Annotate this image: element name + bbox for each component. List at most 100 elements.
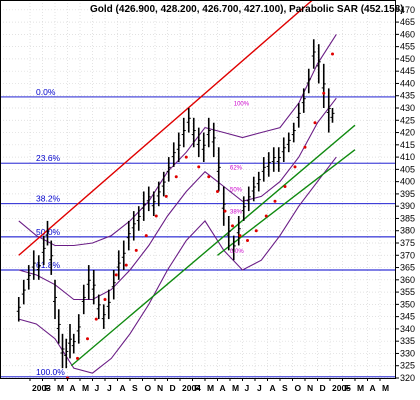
sar-dot <box>322 91 326 95</box>
sar-dot <box>264 214 268 218</box>
x-tick-label: 2003 <box>32 383 51 393</box>
y-tick-label: 355 <box>400 287 415 297</box>
projection-label: 100% <box>234 102 250 108</box>
y-tick-label: 450 <box>400 54 415 64</box>
x-tick-label: N <box>157 383 163 393</box>
lower-envelope-line <box>18 156 337 374</box>
sar-dot <box>283 185 287 189</box>
y-tick-label: 400 <box>400 177 415 187</box>
x-tick-label: F <box>195 383 200 393</box>
y-tick-label: 390 <box>400 201 415 211</box>
y-tick-label: 385 <box>400 213 415 223</box>
x-tick-label: M <box>232 383 239 393</box>
y-tick-label: 375 <box>400 238 415 248</box>
x-tick-label: J <box>257 383 262 393</box>
x-tick-label: M <box>382 383 389 393</box>
plot-frame <box>0 0 396 379</box>
resistance-channel-line <box>18 0 313 256</box>
y-tick-label: 380 <box>400 226 415 236</box>
y-tick-label: 440 <box>400 78 415 88</box>
y-tick-label: 425 <box>400 115 415 125</box>
trend-lines <box>18 0 356 367</box>
y-tick-label: 395 <box>400 189 415 199</box>
sar-dot <box>223 209 227 213</box>
upper-envelope-line <box>18 34 337 247</box>
x-tick-label: A <box>270 383 276 393</box>
middle-envelope-line <box>18 97 337 301</box>
x-tick-label: J <box>107 383 112 393</box>
y-tick-label: 410 <box>400 152 415 162</box>
sar-dot <box>86 337 89 341</box>
y-tick-label: 325 <box>400 361 415 371</box>
sar-dot <box>313 121 317 125</box>
y-tick-label: 370 <box>400 250 415 260</box>
chart-title: Gold (426.900, 428.200, 426.700, 427.100… <box>90 4 404 15</box>
fibonacci-level-label: 100.0% <box>36 367 65 377</box>
sar-dot <box>76 356 79 360</box>
y-tick-label: 335 <box>400 336 415 346</box>
y-tick-label: 455 <box>400 42 415 52</box>
sar-dot <box>124 263 128 267</box>
y-tick-label: 320 <box>400 373 415 383</box>
sar-dot <box>154 214 158 218</box>
x-tick-label: A <box>220 383 226 393</box>
y-tick-label: 365 <box>400 263 415 273</box>
x-tick-label: N <box>307 383 313 393</box>
x-tick-label: M <box>82 383 89 393</box>
x-tick-label: 2004 <box>182 383 201 393</box>
projection-label: 38% <box>230 210 243 216</box>
x-tick-label: O <box>295 383 302 393</box>
projection-labels: 100% 62% 50% 38% 0.0% <box>230 102 250 255</box>
y-tick-label: 330 <box>400 348 415 358</box>
projection-label: 62% <box>230 165 243 171</box>
sar-dot <box>231 224 234 228</box>
sar-dot <box>254 229 258 233</box>
sar-dot <box>184 155 188 159</box>
y-tick-label: 470 <box>400 5 415 15</box>
y-tick-label: 340 <box>400 324 415 334</box>
y-tick-label: 430 <box>400 103 415 113</box>
sar-dot <box>197 165 201 169</box>
x-tick-label: M <box>57 383 64 393</box>
fibonacci-level-label: 61.8% <box>36 260 61 270</box>
x-tick-label: F <box>45 383 50 393</box>
x-tick-label: J <box>95 383 100 393</box>
sar-dot <box>134 248 138 252</box>
y-tick-label: 460 <box>400 29 415 39</box>
x-tick-label: D <box>170 383 176 393</box>
x-tick-label: A <box>120 383 126 393</box>
y-tick-label: 350 <box>400 299 415 309</box>
sar-dot <box>216 189 219 193</box>
x-tick-label: D <box>320 383 326 393</box>
y-tick-label: 435 <box>400 91 415 101</box>
fibonacci-level-label: 23.6% <box>36 153 61 163</box>
sar-dot <box>164 194 168 198</box>
sar-dot <box>144 234 148 238</box>
x-tick-label: 2005 <box>332 383 351 393</box>
x-tick-label: F <box>345 383 350 393</box>
x-tick-label: M <box>357 383 364 393</box>
sar-dot <box>273 199 277 203</box>
y-tick-label: 345 <box>400 312 415 322</box>
sar-dot <box>303 145 307 149</box>
steep-support-line <box>70 124 356 367</box>
x-tick-label: J <box>245 383 250 393</box>
long-support-line <box>217 149 356 256</box>
sar-dot <box>246 239 249 243</box>
envelope-lines <box>18 34 337 374</box>
sar-dot <box>174 175 178 179</box>
sar-dot <box>207 175 211 179</box>
y-tick-label: 445 <box>400 66 415 76</box>
parabolic-sar-dots <box>66 52 334 380</box>
x-tick-label: M <box>207 383 214 393</box>
price-bars <box>16 39 335 369</box>
x-tick-label: S <box>132 383 138 393</box>
y-tick-label: 360 <box>400 275 415 285</box>
sar-dot <box>114 273 118 277</box>
sar-dot <box>103 297 107 301</box>
x-tick-label: O <box>145 383 152 393</box>
y-tick-label: 465 <box>400 17 415 27</box>
sar-dot <box>293 165 297 169</box>
sar-dot <box>331 52 334 56</box>
